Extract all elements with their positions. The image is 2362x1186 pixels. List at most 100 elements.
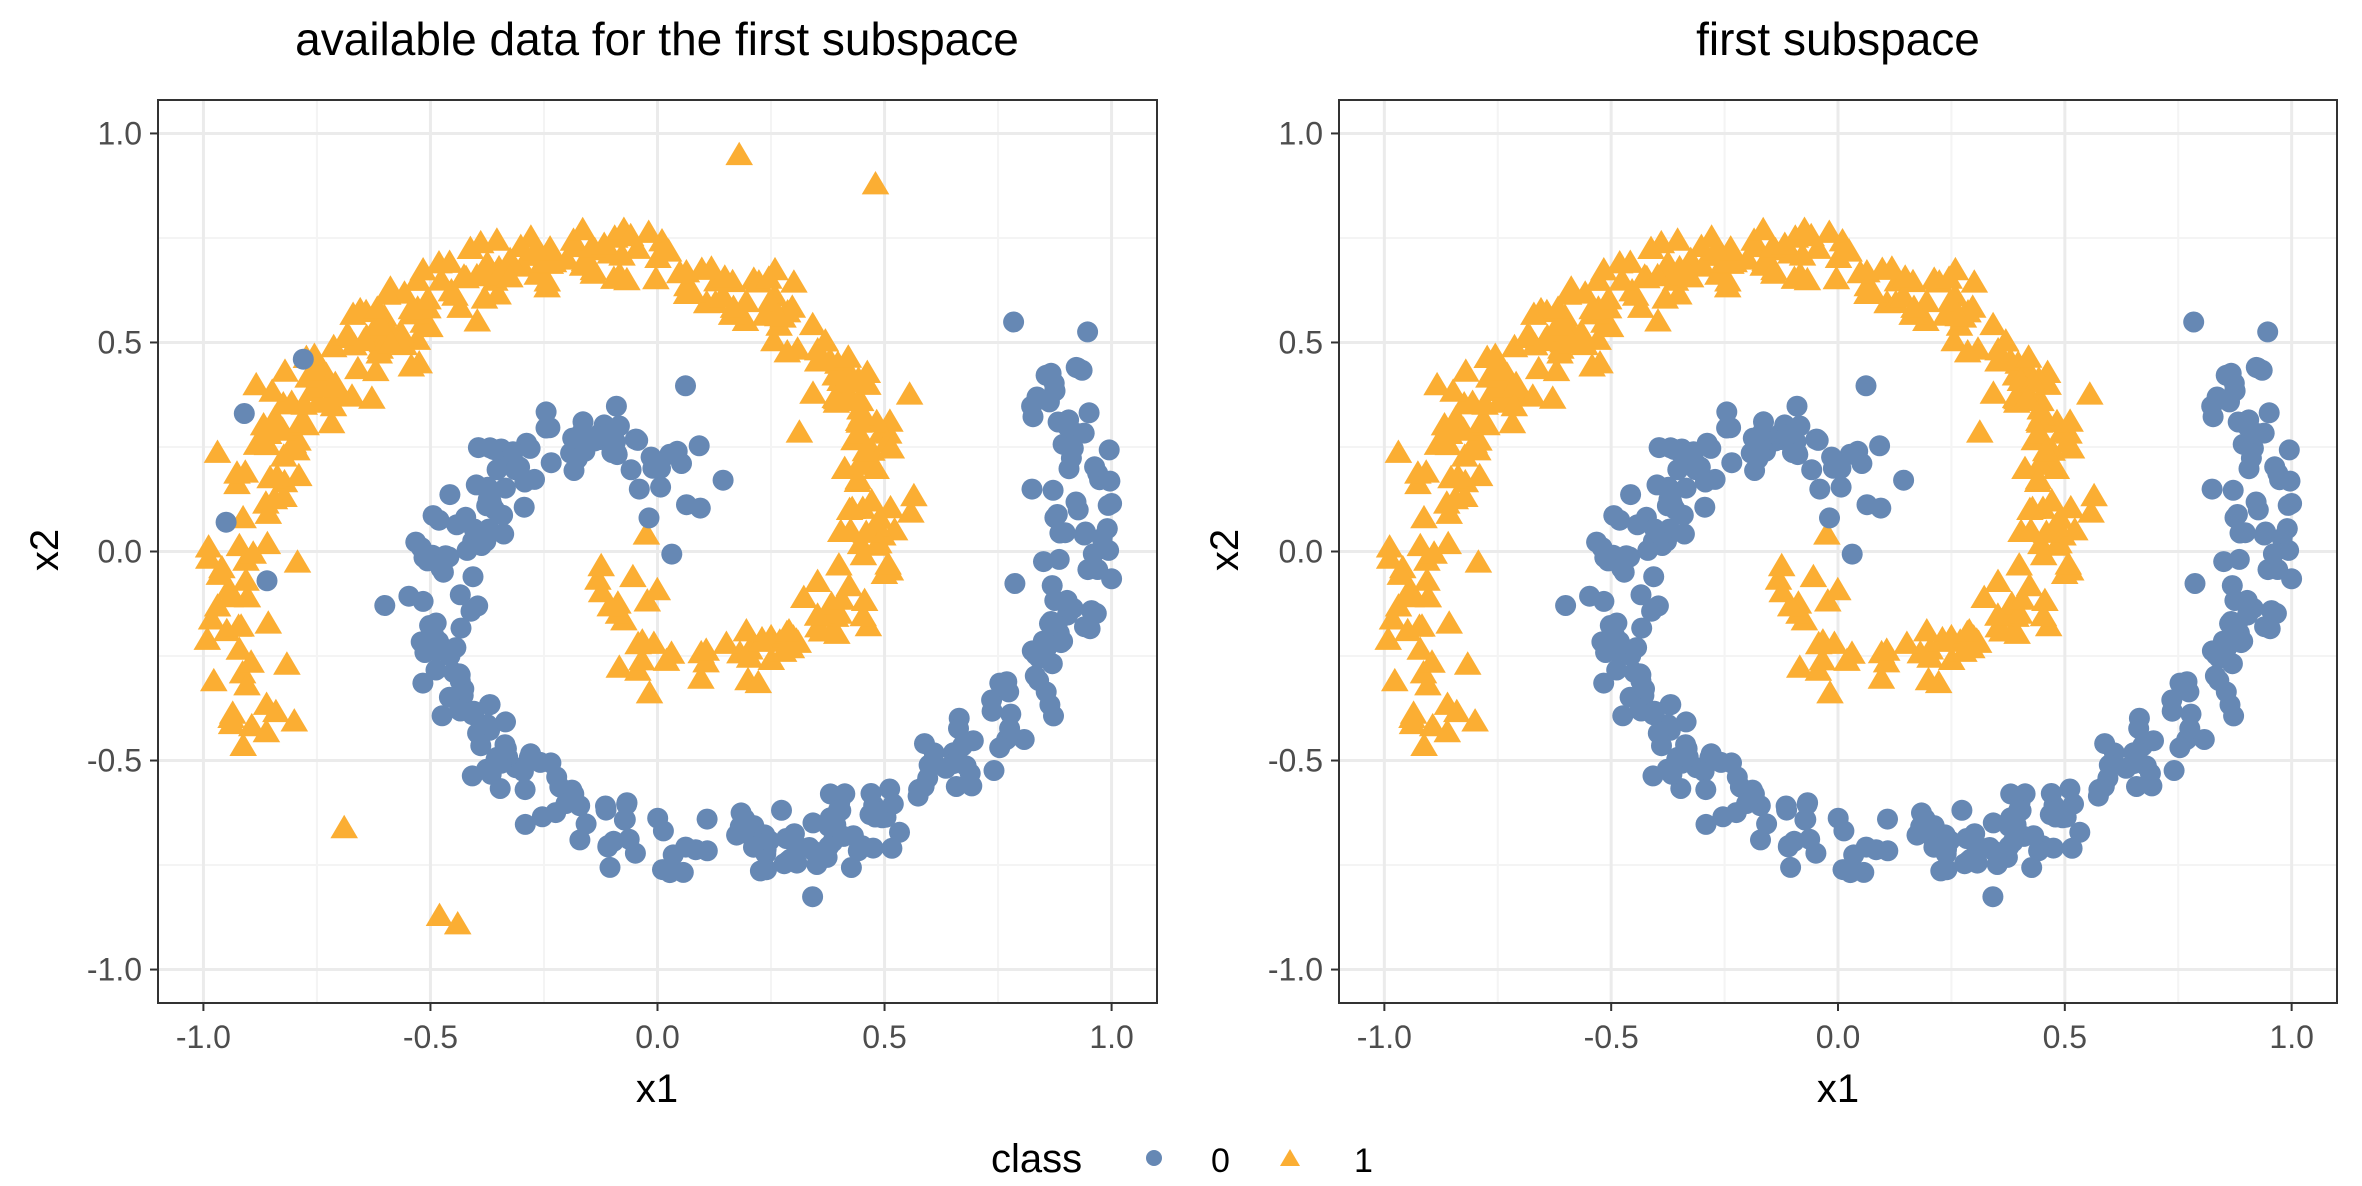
data-point-class-0 xyxy=(1982,812,2004,834)
data-point-class-0 xyxy=(1648,437,1670,459)
data-point-class-0 xyxy=(1050,632,1072,654)
data-point-class-1 xyxy=(217,710,246,735)
data-point-class-0 xyxy=(1841,543,1863,565)
data-point-class-1 xyxy=(446,294,474,318)
data-point-class-0 xyxy=(696,808,718,830)
data-point-class-0 xyxy=(1021,478,1043,500)
data-point-class-1 xyxy=(1596,313,1625,338)
data-point-class-0 xyxy=(1643,566,1665,588)
data-point-class-1 xyxy=(1398,710,1427,735)
data-point-class-0 xyxy=(1606,659,1628,681)
data-point-class-0 xyxy=(514,813,536,835)
data-point-class-0 xyxy=(2212,630,2234,652)
data-point-class-1 xyxy=(1799,563,1828,588)
y-tick-label: 0.5 xyxy=(98,324,142,360)
data-point-class-0 xyxy=(1796,794,1818,815)
data-point-class-1 xyxy=(803,602,832,626)
data-point-class-0 xyxy=(620,459,642,481)
data-point-class-1 xyxy=(1651,285,1679,309)
data-point-class-0 xyxy=(638,507,660,529)
data-point-class-0 xyxy=(2221,575,2243,597)
data-point-class-0 xyxy=(2176,671,2198,693)
data-point-class-0 xyxy=(484,499,506,520)
data-point-class-0 xyxy=(1801,459,1823,481)
data-point-class-0 xyxy=(2184,573,2206,594)
data-point-class-0 xyxy=(449,584,471,606)
data-point-class-0 xyxy=(1833,820,1855,842)
data-point-class-1 xyxy=(2016,496,2044,520)
panel-title: first subspace xyxy=(1696,13,1980,65)
data-point-class-1 xyxy=(271,358,299,382)
data-point-class-1 xyxy=(1480,357,1508,381)
data-point-class-1 xyxy=(2057,435,2086,459)
data-point-class-1 xyxy=(350,327,378,351)
data-point-class-1 xyxy=(1578,295,1606,320)
data-point-class-1 xyxy=(1464,549,1493,573)
data-point-class-0 xyxy=(1067,357,1089,379)
data-point-class-0 xyxy=(2213,551,2235,573)
y-axis-label: x2 xyxy=(1203,529,1247,571)
data-point-class-0 xyxy=(2115,757,2137,779)
data-point-class-0 xyxy=(1936,859,1958,881)
y-tick-label: -1.0 xyxy=(87,952,142,988)
data-point-class-0 xyxy=(456,539,478,561)
x-tick-label: -0.5 xyxy=(1584,1019,1639,1055)
data-point-class-0 xyxy=(566,448,588,470)
panel-available-data: available data for the first subspace x1… xyxy=(23,13,1158,1111)
plot-points xyxy=(193,141,1123,935)
data-point-class-0 xyxy=(786,852,808,874)
data-point-class-1 xyxy=(852,519,880,543)
data-point-class-0 xyxy=(616,794,638,815)
data-point-class-0 xyxy=(2193,729,2215,750)
data-point-class-0 xyxy=(1756,813,1778,835)
data-point-class-0 xyxy=(1982,886,2004,908)
data-point-class-1 xyxy=(2029,602,2058,627)
data-point-class-1 xyxy=(1797,222,1825,247)
data-point-class-1 xyxy=(463,262,491,287)
data-point-class-1 xyxy=(443,911,472,935)
x-axis-label: x1 xyxy=(636,1067,678,1111)
data-point-class-0 xyxy=(798,837,820,858)
data-point-class-1 xyxy=(1384,593,1413,617)
y-axis-label: x2 xyxy=(23,529,67,571)
data-point-class-1 xyxy=(362,357,390,382)
data-point-class-1 xyxy=(1435,610,1463,634)
data-point-class-1 xyxy=(628,647,656,671)
data-point-class-0 xyxy=(2257,321,2279,343)
data-point-class-0 xyxy=(599,856,621,878)
data-point-class-0 xyxy=(2069,821,2091,843)
data-point-class-1 xyxy=(1916,636,1945,660)
data-point-class-1 xyxy=(521,237,550,261)
data-point-class-0 xyxy=(1776,424,1798,446)
data-point-class-0 xyxy=(1610,633,1631,655)
data-point-class-1 xyxy=(587,552,615,577)
data-point-class-1 xyxy=(1406,636,1434,660)
data-point-class-0 xyxy=(1040,362,1062,384)
x-tick-label: 1.0 xyxy=(2269,1019,2313,1055)
data-point-class-0 xyxy=(2201,478,2223,500)
data-point-class-1 xyxy=(227,613,255,637)
data-point-class-0 xyxy=(889,821,910,843)
data-point-class-1 xyxy=(254,500,283,524)
data-point-class-1 xyxy=(273,651,301,675)
data-point-class-0 xyxy=(1667,459,1689,481)
data-point-class-1 xyxy=(643,576,672,601)
data-point-class-0 xyxy=(2163,760,2185,781)
data-point-class-0 xyxy=(614,809,636,830)
data-point-class-1 xyxy=(1924,669,1953,694)
data-point-class-0 xyxy=(802,812,824,834)
data-point-class-0 xyxy=(1799,828,1821,850)
data-point-class-0 xyxy=(1073,524,1095,546)
data-point-class-0 xyxy=(1667,746,1688,768)
data-point-class-1 xyxy=(799,380,827,404)
data-point-class-1 xyxy=(1468,408,1496,433)
data-point-class-0 xyxy=(1913,819,1935,841)
data-point-class-1 xyxy=(849,541,878,566)
data-point-class-0 xyxy=(2278,439,2300,461)
data-point-class-1 xyxy=(397,353,426,377)
data-point-class-1 xyxy=(483,227,511,251)
data-point-class-0 xyxy=(2279,470,2301,492)
data-point-class-1 xyxy=(1808,647,1837,671)
data-point-class-1 xyxy=(330,814,358,839)
data-point-class-1 xyxy=(744,669,773,694)
